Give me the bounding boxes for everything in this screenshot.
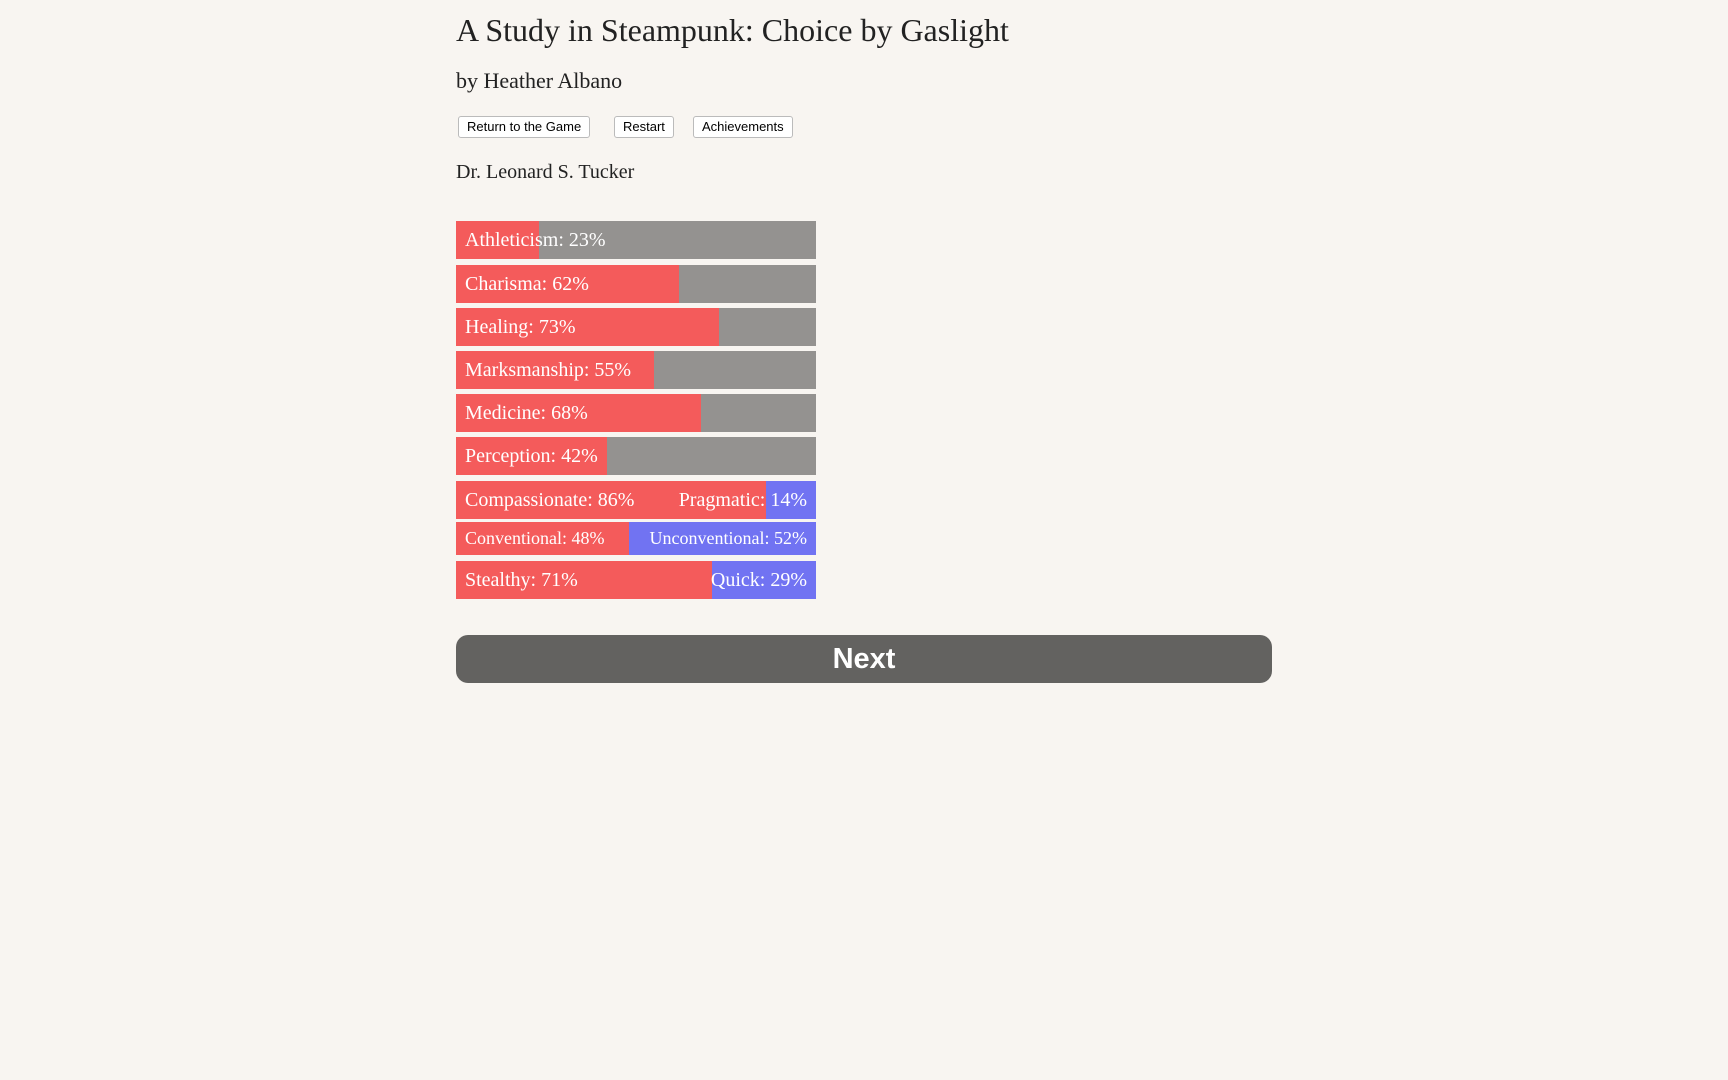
opposed-left-label: Conventional: 48% xyxy=(465,528,605,548)
stat-label: Marksmanship: 55% xyxy=(465,358,632,381)
stat-bar: Perception: 42% xyxy=(456,437,816,475)
stat-label: Healing: 73% xyxy=(465,315,576,338)
restart-button[interactable]: Restart xyxy=(614,116,674,138)
stat-fill xyxy=(456,351,654,389)
title: A Study in Steampunk: Choice by Gaslight xyxy=(456,12,1009,48)
stat-fill xyxy=(456,437,608,475)
byline: by Heather Albano xyxy=(456,68,623,93)
opposed-bar: Conventional: 48% Unconventional: 52% xyxy=(456,522,816,555)
opposed-left-label: Stealthy: 71% xyxy=(465,568,578,591)
stat-bar: Athleticism: 23% xyxy=(456,221,816,259)
opposed-right-label: Quick: 29% xyxy=(710,568,807,591)
stat-label: Medicine: 68% xyxy=(465,401,588,424)
stat-bar: Charisma: 62% xyxy=(456,265,816,303)
stat-fill xyxy=(456,221,539,259)
opposed-bar: Stealthy: 71% Quick: 29% xyxy=(456,561,816,599)
opposed-right-fill xyxy=(628,522,816,555)
character-name: Dr. Leonard S. Tucker xyxy=(456,161,635,183)
opposed-left-label: Compassionate: 86% xyxy=(465,488,635,511)
stat-fill xyxy=(456,308,719,346)
opposed-left-fill xyxy=(456,481,766,519)
return-button[interactable]: Return to the Game xyxy=(458,116,591,138)
stat-bar: Medicine: 68% xyxy=(456,394,816,432)
stat-label: Athleticism: 23% xyxy=(465,228,606,251)
stat-fill xyxy=(456,394,701,432)
stat-label: Charisma: 62% xyxy=(465,272,589,295)
opposed-right-label: Unconventional: 52% xyxy=(649,528,807,548)
achievements-button[interactable]: Achievements xyxy=(693,116,793,138)
stat-fill xyxy=(456,265,680,303)
stat-bar: Healing: 73% xyxy=(456,308,816,346)
stat-label: Perception: 42% xyxy=(465,444,598,467)
stat-bar: Marksmanship: 55% xyxy=(456,351,816,389)
next-button[interactable]: Next xyxy=(456,635,1272,683)
opposed-right-label: Pragmatic: 14% xyxy=(678,488,807,511)
opposed-left-fill xyxy=(456,561,712,599)
opposed-right-fill xyxy=(711,561,816,599)
opposed-left-fill xyxy=(456,522,629,555)
opposed-bar: Compassionate: 86% Pragmatic: 14% xyxy=(456,481,816,519)
opposed-right-fill xyxy=(765,481,816,519)
